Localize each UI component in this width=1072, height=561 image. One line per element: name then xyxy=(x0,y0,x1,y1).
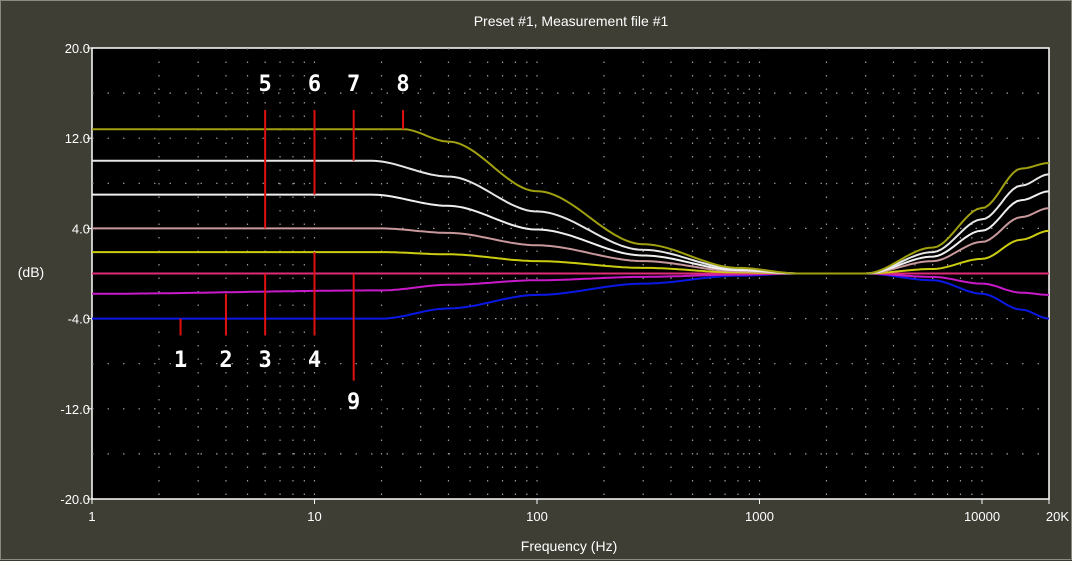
callout-label-9: 9 xyxy=(347,390,360,415)
series-line-7 xyxy=(92,159,1050,275)
chart-title: Preset #1, Measurement file #1 xyxy=(474,13,669,29)
callout-label-1: 1 xyxy=(174,348,187,373)
x-axis-label: Frequency (Hz) xyxy=(521,538,617,554)
x-tick-label: 10 xyxy=(307,509,321,524)
callout-label-4: 4 xyxy=(308,348,321,373)
callout-label-3: 3 xyxy=(259,348,272,373)
x-tick-label: 20K xyxy=(1046,509,1069,524)
x-tick-label: 1000 xyxy=(745,509,774,524)
series-line-6 xyxy=(92,190,1050,275)
callout-label-5: 5 xyxy=(259,72,272,97)
y-tick-label: 4.0 xyxy=(72,221,90,236)
y-axis-label: (dB) xyxy=(18,264,44,280)
series-line-5 xyxy=(92,207,1050,275)
series-line-4 xyxy=(92,229,1050,275)
y-tick-label: -12.0 xyxy=(60,402,90,417)
callout-label-8: 8 xyxy=(396,72,409,97)
x-tick-label: 100 xyxy=(526,509,548,524)
callout-label-6: 6 xyxy=(308,72,321,97)
y-tick-label: 12.0 xyxy=(65,131,90,146)
x-tick-label: 1 xyxy=(88,509,95,524)
y-tick-label: -20.0 xyxy=(60,492,90,507)
callout-label-7: 7 xyxy=(347,72,360,97)
y-tick-label: -4.0 xyxy=(68,312,90,327)
y-tick-label: 20.0 xyxy=(65,41,90,56)
series-line-8 xyxy=(92,128,1050,275)
x-tick-label: 10000 xyxy=(964,509,1000,524)
callout-label-2: 2 xyxy=(219,348,232,373)
